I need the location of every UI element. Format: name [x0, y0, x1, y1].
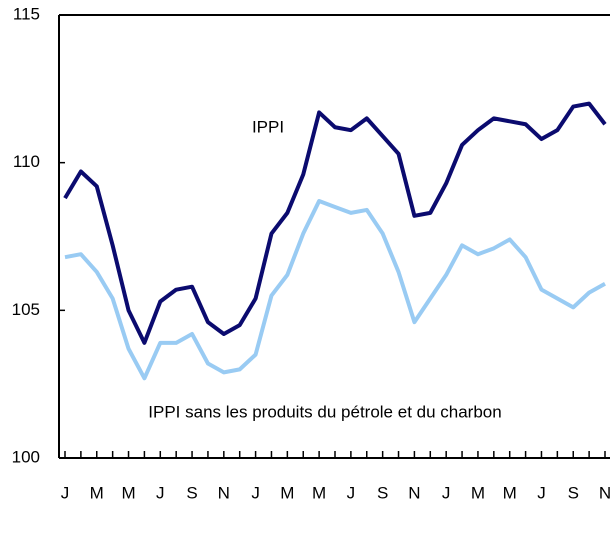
x-tick-label: J [156, 483, 165, 502]
y-tick-label: 100 [12, 447, 40, 466]
x-tick-label: S [377, 483, 388, 502]
x-tick-label: J [347, 483, 356, 502]
x-tick-label: S [568, 483, 579, 502]
series-line [63, 101, 607, 345]
x-tick-label: J [251, 483, 260, 502]
x-tick-label: M [503, 483, 517, 502]
x-tick-label: N [599, 483, 610, 502]
x-tick-label: N [408, 483, 420, 502]
x-tick-label: M [471, 483, 485, 502]
x-tick-label: J [61, 483, 70, 502]
y-tick-label: 105 [12, 300, 40, 319]
series-line [64, 199, 606, 381]
y-tick-label: 110 [13, 152, 40, 171]
x-tick-label: M [312, 483, 326, 502]
x-tick-label: S [186, 483, 197, 502]
series-label: IPPI sans les produits du pétrole et du … [148, 402, 501, 421]
x-tick-label: J [442, 483, 451, 502]
x-tick-label: M [280, 483, 294, 502]
series-label: IPPI [252, 117, 284, 136]
y-tick-label: 115 [13, 4, 40, 23]
x-tick-label: N [218, 483, 230, 502]
x-tick-label: M [121, 483, 135, 502]
x-tick-label: M [90, 483, 104, 502]
x-tick-label: J [537, 483, 546, 502]
